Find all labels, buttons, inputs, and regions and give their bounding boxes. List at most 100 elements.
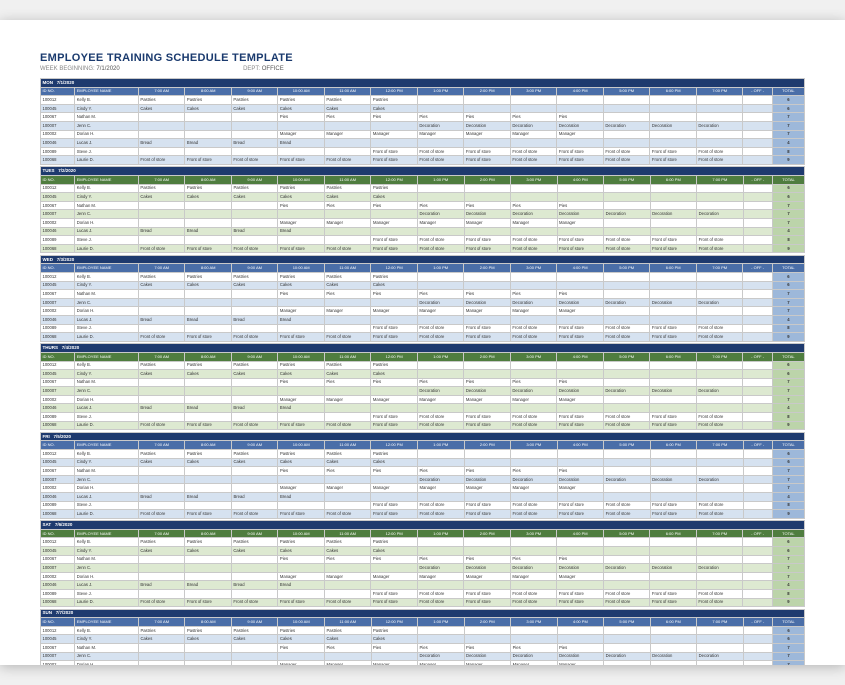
employee-id: 100067	[41, 378, 75, 387]
schedule-cell	[464, 273, 511, 282]
schedule-cell	[417, 370, 464, 379]
schedule-cell	[231, 130, 278, 139]
schedule-cell	[324, 404, 371, 413]
schedule-cell	[557, 184, 604, 193]
column-header: 5:00 PM	[603, 529, 650, 538]
employee-id: 100089	[41, 501, 75, 510]
employee-name: Lucas J.	[75, 492, 139, 501]
subheader: WEEK BEGINNING: 7/1/2020 DEPT: OFFICE	[40, 66, 805, 72]
off-cell	[743, 298, 772, 307]
schedule-cell	[557, 626, 604, 635]
schedule-cell: Front of store	[324, 333, 371, 342]
employee-id: 100007	[41, 210, 75, 219]
off-cell	[743, 184, 772, 193]
schedule-cell	[278, 589, 325, 598]
schedule-cell	[185, 661, 232, 665]
schedule-cell	[138, 130, 185, 139]
column-header: - OFF -	[743, 176, 772, 185]
schedule-cell: Front of store	[557, 589, 604, 598]
total-cell: 7	[772, 130, 804, 139]
day-table: SUN 7/7/2020ID NO.EMPLOYEE NAME7:00 AM8:…	[40, 609, 805, 665]
off-cell	[743, 333, 772, 342]
schedule-cell: Manager	[417, 572, 464, 581]
schedule-cell: Front of store	[138, 510, 185, 519]
schedule-cell	[278, 501, 325, 510]
off-cell	[743, 290, 772, 299]
schedule-cell: Pastries	[278, 626, 325, 635]
column-header: 7:00 AM	[138, 618, 185, 627]
schedule-cell	[603, 281, 650, 290]
schedule-cell	[557, 635, 604, 644]
schedule-cell: Decoration	[510, 121, 557, 130]
schedule-cell: Cakes	[138, 281, 185, 290]
schedule-cell: Manager	[278, 395, 325, 404]
schedule-cell: Manager	[278, 219, 325, 228]
schedule-cell: Manager	[324, 395, 371, 404]
employee-id: 100067	[41, 467, 75, 476]
schedule-cell	[324, 324, 371, 333]
schedule-cell: Cakes	[185, 104, 232, 113]
schedule-cell: Decoration	[697, 210, 744, 219]
day-header: TUES 7/2/2020	[41, 167, 805, 176]
schedule-cell: Decoration	[650, 475, 697, 484]
schedule-cell: Front of store	[324, 421, 371, 430]
off-cell	[743, 378, 772, 387]
schedule-cell: Bread	[185, 404, 232, 413]
schedule-cell	[278, 652, 325, 661]
column-header: 8:00 AM	[185, 264, 232, 273]
schedule-cell	[371, 210, 418, 219]
schedule-cell: Front of store	[278, 421, 325, 430]
schedule-cell	[604, 184, 651, 193]
off-cell	[743, 484, 772, 493]
schedule-cell: Front of store	[231, 598, 278, 607]
schedule-cell: Front of store	[417, 156, 464, 165]
schedule-cell: Pies	[557, 290, 604, 299]
schedule-cell	[185, 130, 232, 139]
schedule-cell: Manager	[557, 219, 604, 228]
schedule-cell	[603, 96, 650, 105]
schedule-cell	[650, 273, 697, 282]
schedule-cell: Front of store	[696, 589, 743, 598]
schedule-cell	[603, 404, 650, 413]
schedule-cell: Front of store	[417, 421, 464, 430]
employee-name: Lucas J.	[75, 139, 139, 148]
schedule-cell: Pies	[557, 378, 604, 387]
schedule-cell: Front of store	[510, 589, 557, 598]
schedule-cell: Manager	[557, 572, 604, 581]
schedule-cell	[417, 139, 464, 148]
schedule-cell: Front of store	[417, 598, 464, 607]
schedule-cell: Decoration	[604, 652, 651, 661]
employee-id: 100068	[41, 333, 75, 342]
total-cell: 7	[772, 113, 804, 122]
schedule-cell	[324, 298, 371, 307]
schedule-cell	[696, 370, 743, 379]
column-header: 4:00 PM	[557, 618, 604, 627]
employee-name: Nathan M.	[75, 201, 139, 210]
schedule-cell: Cakes	[138, 635, 185, 644]
employee-id: 100046	[41, 227, 75, 236]
schedule-cell	[185, 121, 232, 130]
schedule-cell: Cakes	[371, 193, 418, 202]
schedule-cell: Pies	[278, 467, 325, 476]
total-cell: 6	[773, 635, 805, 644]
off-cell	[743, 589, 772, 598]
employee-id: 100002	[41, 661, 75, 665]
employee-name: Kelly B.	[75, 273, 139, 282]
employee-id: 100007	[41, 652, 75, 661]
schedule-cell	[603, 316, 650, 325]
employee-id: 100068	[41, 510, 75, 519]
schedule-cell: Manager	[278, 661, 325, 665]
total-cell: 6	[772, 361, 804, 370]
column-header: 11:00 AM	[324, 529, 371, 538]
schedule-cell	[231, 572, 278, 581]
schedule-cell	[138, 589, 185, 598]
column-header: 12:00 PM	[371, 529, 418, 538]
employee-id: 100067	[41, 113, 75, 122]
schedule-cell	[278, 387, 325, 396]
schedule-cell	[417, 273, 464, 282]
schedule-cell	[138, 201, 185, 210]
schedule-cell: Pies	[510, 378, 557, 387]
column-header: 7:00 PM	[696, 529, 743, 538]
schedule-cell: Front of store	[324, 598, 371, 607]
schedule-cell: Front of store	[604, 244, 651, 253]
